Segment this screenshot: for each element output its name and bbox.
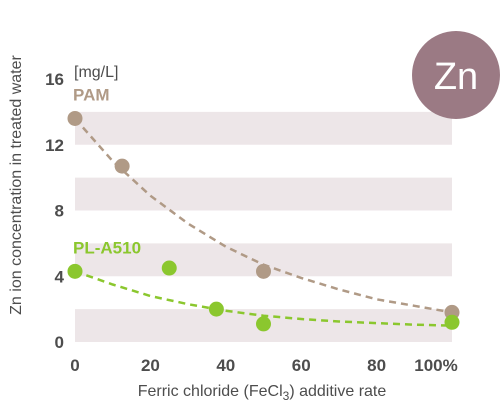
series-label-pam: PAM [73, 85, 110, 104]
y-tick-0: 0 [55, 333, 64, 352]
x-tick-3: 60 [292, 356, 311, 375]
background-bands [75, 111, 452, 342]
point-pam-2 [256, 263, 271, 279]
point-pam-0 [67, 110, 83, 126]
y-unit-label: [mg/L] [74, 64, 118, 81]
series-labels: PAM PL-A510 [73, 85, 141, 257]
point-pl-a510-3 [256, 316, 271, 332]
x-tick-1: 20 [141, 356, 160, 375]
series-label-pl-a510: PL-A510 [73, 238, 141, 257]
point-pl-a510-4 [444, 314, 460, 330]
trend-lines [74, 117, 453, 327]
zn-badge: Zn [412, 31, 500, 119]
y-tick-labels: 0 4 8 12 16 [45, 70, 64, 352]
point-pam-1 [114, 158, 130, 174]
data-points [67, 110, 460, 332]
point-pl-a510-0 [67, 263, 83, 279]
x-tick-2: 40 [216, 356, 235, 375]
trend-line-pam [74, 117, 453, 314]
zn-badge-circle [412, 31, 500, 119]
x-tick-4: 80 [367, 356, 386, 375]
x-tick-5: 100% [414, 356, 457, 375]
x-tick-labels: 0 20 40 60 80 100% [70, 356, 457, 375]
x-axis-title: Ferric chloride (FeCl3) additive rate [138, 383, 387, 403]
y-tick-4: 16 [45, 70, 64, 89]
y-tick-3: 12 [45, 136, 64, 155]
band-3 [75, 111, 452, 145]
x-tick-0: 0 [70, 356, 79, 375]
point-pl-a510-2 [208, 301, 224, 317]
point-pl-a510-1 [161, 260, 177, 276]
y-tick-1: 4 [55, 267, 65, 286]
trend-line-pl-a510 [74, 270, 453, 327]
band-2 [75, 177, 452, 211]
y-tick-2: 8 [55, 202, 64, 221]
zn-badge-text: Zn [434, 56, 478, 98]
y-axis-title: Zn ion concentration in treated water [8, 54, 25, 314]
